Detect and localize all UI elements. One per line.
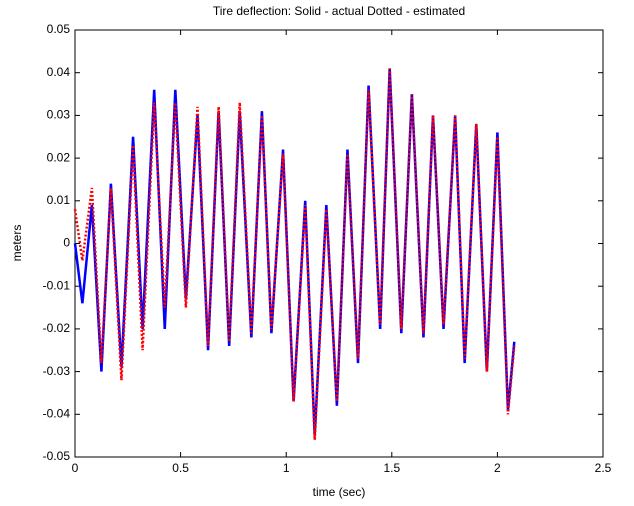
x-tick-label: 1.5 [383,461,400,475]
series-line [73,68,516,440]
x-tick-label: 2 [494,461,501,475]
y-tick-label: -0.04 [43,406,71,420]
y-tick-label: -0.05 [43,449,71,463]
y-tick-label: 0.02 [47,150,71,164]
y-tick-label: 0.05 [47,22,71,36]
y-tick-label: 0.03 [47,108,71,122]
x-tick-label: 2.5 [595,461,612,475]
y-tick-label: 0.04 [47,65,71,79]
x-axis-label: time (sec) [313,485,366,499]
y-tick-label: -0.01 [43,278,71,292]
y-tick-label: -0.02 [43,321,71,335]
y-tick-label: 0 [63,236,70,250]
y-axis-label: meters [10,225,24,262]
y-tick-label: -0.03 [43,364,71,378]
y-tick-label: 0.01 [47,193,71,207]
x-tick-label: 1 [283,461,290,475]
chart-title: Tire deflection: Solid - actual Dotted -… [213,4,465,18]
x-tick-label: 0 [72,461,79,475]
x-tick-label: 0.5 [172,461,189,475]
